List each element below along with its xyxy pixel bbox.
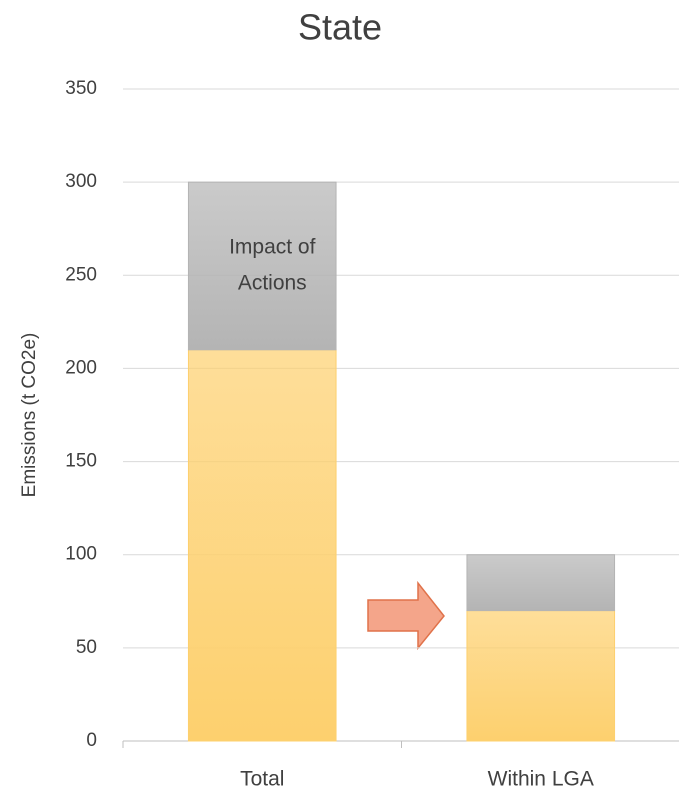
bar-segment: [466, 554, 616, 612]
y-tick-label: 200: [65, 357, 97, 378]
bar-segment: [466, 610, 616, 742]
chart-title: State: [298, 7, 382, 48]
y-tick-label: 0: [86, 730, 97, 751]
annotation: Impact of: [229, 236, 316, 259]
y-tick-label: 50: [76, 637, 97, 658]
y-tick-label: 300: [65, 171, 97, 192]
bar-segment: [187, 349, 337, 742]
annotation: Actions: [238, 272, 307, 295]
bar-segment: [187, 181, 337, 351]
y-tick-label: 250: [65, 264, 97, 285]
y-tick-label: 350: [65, 78, 97, 99]
x-tick-label: Total: [240, 768, 284, 791]
y-tick-label: 100: [65, 544, 97, 565]
x-tick-label: Within LGA: [488, 768, 594, 791]
arrow: [367, 580, 445, 651]
y-axis-label: Emissions (t CO2e): [19, 333, 40, 498]
y-tick-label: 150: [65, 451, 97, 472]
